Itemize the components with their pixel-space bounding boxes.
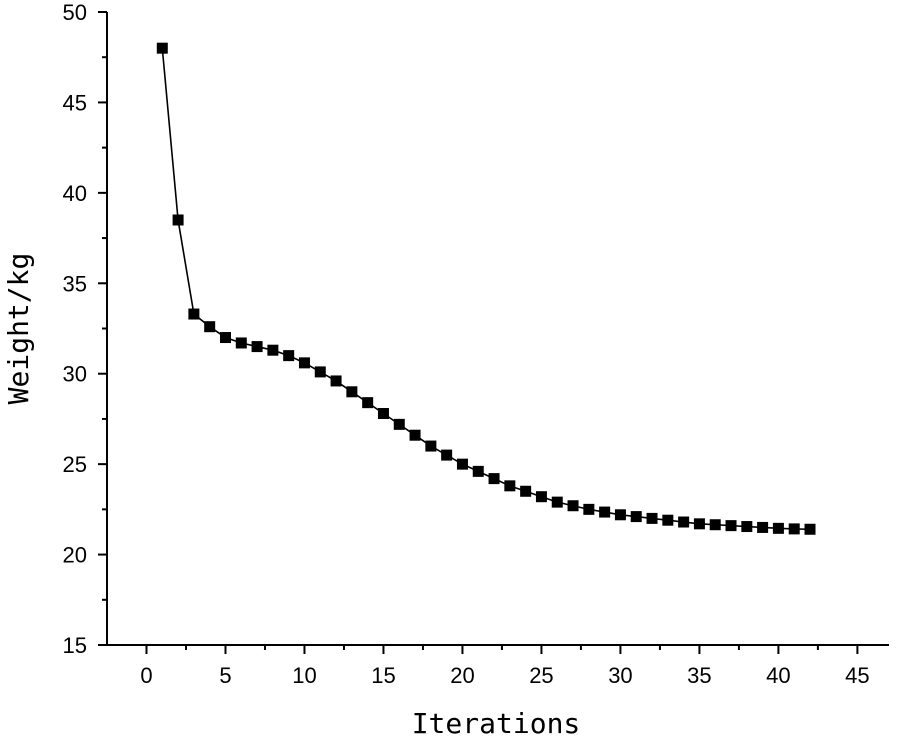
data-point [425, 440, 437, 452]
data-point [788, 523, 800, 535]
data-point [393, 418, 405, 430]
data-point [409, 429, 421, 441]
x-tick-label: 35 [687, 663, 711, 688]
y-tick-label: 25 [63, 452, 87, 477]
data-point [488, 473, 500, 485]
data-point [614, 509, 626, 521]
data-point [709, 519, 721, 531]
data-point [362, 397, 374, 409]
x-tick-label: 10 [292, 663, 316, 688]
y-axis-title: Weight/kg [2, 253, 35, 405]
data-point [725, 520, 737, 532]
y-tick-label: 20 [63, 543, 87, 568]
data-point [535, 491, 547, 503]
data-point [156, 42, 168, 54]
data-point [188, 308, 200, 320]
data-point [204, 321, 216, 333]
data-point [251, 341, 263, 353]
data-point [298, 357, 310, 369]
data-point [314, 366, 326, 378]
y-tick-label: 40 [63, 181, 87, 206]
data-point [377, 408, 389, 420]
data-point [583, 503, 595, 515]
y-tick-label: 15 [63, 633, 87, 658]
x-tick-label: 45 [845, 663, 869, 688]
data-point [741, 521, 753, 533]
x-tick-label: 5 [219, 663, 231, 688]
data-point [504, 480, 516, 492]
y-tick-label: 45 [63, 90, 87, 115]
data-point [567, 500, 579, 512]
data-point [630, 511, 642, 523]
ticks: 0 5 10 15 20 25 30 35 40 45 15 20 25 30 35 40 45 50 [63, 0, 870, 688]
y-tick-label: 35 [63, 271, 87, 296]
data-point [456, 458, 468, 470]
data-point [693, 518, 705, 530]
x-tick-label: 25 [529, 663, 553, 688]
series-layer [156, 42, 816, 535]
axes [106, 12, 889, 646]
data-point [772, 522, 784, 534]
x-axis-title: Iterations [412, 707, 581, 740]
x-tick-label: 0 [140, 663, 152, 688]
x-tick-label: 20 [450, 663, 474, 688]
x-tick-label: 40 [766, 663, 790, 688]
y-tick-label: 50 [63, 0, 87, 25]
data-point [330, 375, 342, 387]
data-point [235, 337, 247, 349]
data-point [662, 514, 674, 526]
x-tick-label: 30 [608, 663, 632, 688]
data-point [757, 521, 769, 533]
series-line [161, 48, 811, 531]
data-point [804, 523, 816, 535]
data-point [172, 214, 184, 226]
data-point [267, 344, 279, 356]
data-point [678, 516, 690, 528]
x-tick-label: 15 [371, 663, 395, 688]
data-point [551, 496, 563, 508]
data-point [472, 465, 484, 477]
data-point [219, 332, 231, 344]
data-point [646, 512, 658, 524]
data-point [441, 449, 453, 461]
data-point [283, 350, 295, 362]
data-point [599, 506, 611, 518]
y-tick-label: 30 [63, 362, 87, 387]
data-point [520, 485, 532, 497]
data-point [346, 386, 358, 398]
